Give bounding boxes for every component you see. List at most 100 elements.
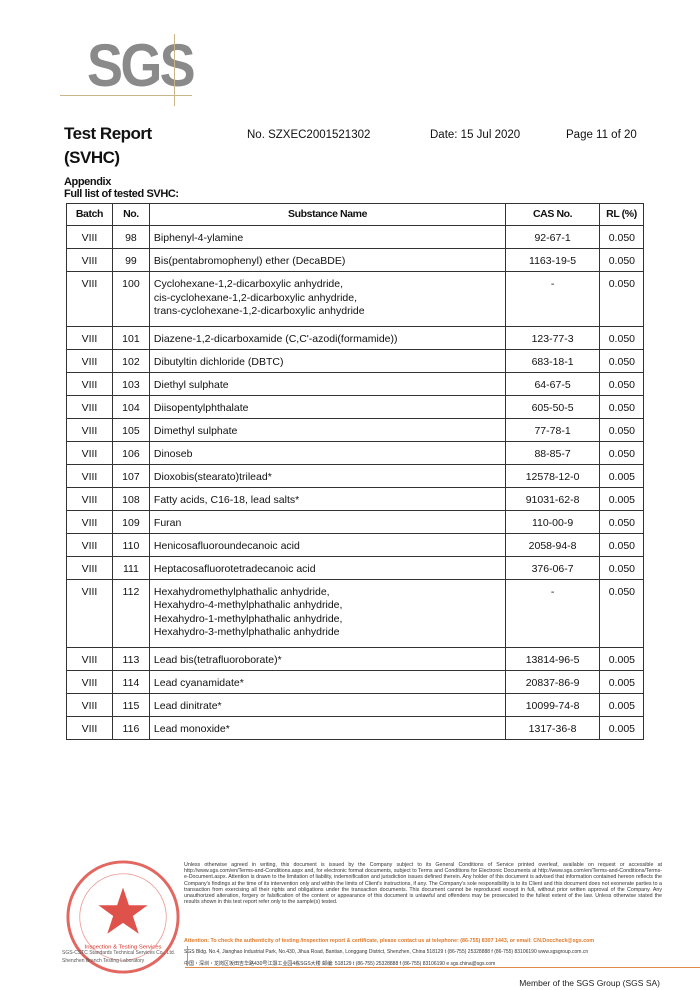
cell-batch: VIII: [66, 463, 113, 488]
table-row: VIII 106 Dinoseb 88-85-7 0.050: [66, 440, 645, 465]
substance-name-line: Lead monoxide*: [153, 722, 230, 735]
substance-name-line: Heptacosafluorotetradecanoic acid: [153, 562, 316, 575]
sgs-logo: SGS: [60, 26, 200, 106]
table-row: VIII 113 Lead bis(tetrafluoroborate)* 13814…: [66, 646, 645, 671]
table-row: VIII 102 Dibutyltin dichloride (DBTC) 683-1…: [66, 348, 645, 373]
cell-cas-no: 91031-62-8: [505, 486, 600, 511]
cell-cas-no: 77-78-1: [505, 417, 600, 442]
table-row: VIII 104 Diisopentylphthalate 605-50-5 0.050: [66, 394, 645, 419]
cell-substance-name: Lead dinitrate*: [148, 692, 507, 717]
col-header-substance: Substance Name: [148, 203, 507, 226]
cell-cas-no: 123-77-3: [505, 325, 600, 350]
address-chinese: 中国・深圳・龙岗区坂田吉华路430号江灏工业园4栋SGS大楼 邮编: 51812…: [184, 961, 496, 967]
company-seal-stamp: Inspection & Testing Services: [66, 860, 180, 974]
cell-batch: VIII: [66, 646, 113, 671]
cell-no: 113: [111, 646, 150, 671]
cell-rl: 0.005: [598, 669, 645, 694]
substance-name-line: Hexahydro-4-methylphathalic anhydride,: [153, 599, 343, 611]
table-row: VIII 103 Diethyl sulphate 64-67-5 0.050: [66, 371, 645, 396]
cell-batch: VIII: [66, 669, 113, 694]
cell-no: 103: [111, 371, 150, 396]
cell-batch: VIII: [66, 394, 113, 419]
cell-batch: VIII: [66, 348, 113, 373]
legal-disclaimer: Unless otherwise agreed in writing, this…: [184, 862, 662, 906]
svhc-table: Batch No. Substance Name CAS No. RL (%) …: [66, 203, 645, 740]
cell-cas-no: 64-67-5: [505, 371, 600, 396]
substance-name-line: Biphenyl-4-ylamine: [153, 232, 244, 244]
cell-rl: 0.050: [598, 440, 645, 465]
substance-name-line: trans-cyclohexane-1,2-dicarboxylic anhyd…: [153, 305, 365, 317]
table-row: VIII 112 Hexahydromethylphathalic anhydrid…: [66, 578, 645, 648]
cell-substance-name: Dinoseb: [148, 440, 507, 465]
table-row: VIII 115 Lead dinitrate* 10099-74-8 0.005: [66, 692, 645, 717]
company-branch-line: Shenzhen Branch Testing Laboratory: [62, 958, 145, 964]
substance-name-line: Diethyl sulphate: [153, 378, 229, 391]
cell-no: 108: [111, 486, 150, 511]
substance-name-line: Lead bis(tetrafluoroborate)*: [153, 653, 282, 666]
table-row: VIII 108 Fatty acids, C16-18, lead salts* 9…: [66, 486, 645, 511]
substance-name-line: Dibutyltin dichloride (DBTC): [153, 355, 284, 368]
table-row: VIII 110 Henicosafluoroundecanoic acid 2058…: [66, 532, 645, 557]
cell-substance-name: Bis(pentabromophenyl) ether (DecaBDE): [148, 248, 507, 272]
cell-rl: 0.050: [598, 371, 645, 396]
cell-cas-no: 2058-94-8: [505, 532, 600, 557]
cell-cas-no: 1163-19-5: [505, 248, 600, 272]
cell-substance-name: Henicosafluoroundecanoic acid: [148, 532, 507, 557]
cell-batch: VIII: [66, 248, 113, 272]
cell-rl: 0.005: [598, 646, 645, 671]
substance-name-line: Dimethyl sulphate: [153, 424, 238, 437]
cell-batch: VIII: [66, 692, 113, 717]
cell-cas-no: 683-18-1: [505, 348, 600, 373]
table-header-row: Batch No. Substance Name CAS No. RL (%): [66, 203, 645, 226]
substance-name-line: Dioxobis(stearato)trilead*: [153, 470, 272, 483]
cell-substance-name: Lead cyanamidate*: [148, 669, 507, 694]
cell-substance-name: Diisopentylphthalate: [148, 394, 507, 419]
sgs-group-membership: Member of the SGS Group (SGS SA): [519, 978, 660, 988]
table-row: VIII 109 Furan 110-00-9 0.050: [66, 509, 645, 534]
cell-cas-no: -: [505, 578, 600, 648]
substance-name-line: Fatty acids, C16-18, lead salts*: [153, 493, 300, 506]
list-heading: Full list of tested SVHC:: [64, 188, 179, 200]
cell-no: 100: [111, 271, 150, 327]
cell-batch: VIII: [66, 509, 113, 534]
cell-no: 107: [111, 463, 150, 488]
col-header-rl: RL (%): [598, 203, 645, 226]
cell-no: 101: [111, 325, 150, 350]
col-header-cas: CAS No.: [505, 203, 600, 226]
substance-name-line: Hexahydro-3-methylphathalic anhydride: [153, 626, 340, 638]
address-english: SGS Bldg. No.4, Jianghao Industrial Park…: [184, 949, 589, 955]
company-name-line: SGS-CSTC Standards Technical Services Co…: [62, 950, 176, 956]
cell-rl: 0.050: [598, 578, 645, 648]
cell-no: 116: [111, 715, 150, 740]
substance-name-line: Furan: [153, 516, 182, 529]
cell-no: 111: [111, 555, 150, 580]
substance-name-line: Diazene-1,2-dicarboxamide (C,C'-azodi(fo…: [153, 332, 398, 345]
substance-name-line: Henicosafluoroundecanoic acid: [153, 539, 300, 552]
cell-rl: 0.005: [598, 463, 645, 488]
cell-no: 99: [111, 248, 150, 272]
cell-batch: VIII: [66, 371, 113, 396]
cell-batch: VIII: [66, 555, 113, 580]
cell-no: 98: [111, 225, 150, 249]
cell-substance-name: Lead monoxide*: [148, 715, 507, 740]
cell-substance-name: Heptacosafluorotetradecanoic acid: [148, 555, 507, 580]
cell-substance-name: Diethyl sulphate: [148, 371, 507, 396]
svg-text:Inspection & Testing Services: Inspection & Testing Services: [85, 944, 162, 950]
cell-rl: 0.050: [598, 248, 645, 272]
table-row: VIII 111 Heptacosafluorotetradecanoic acid…: [66, 555, 645, 580]
cell-substance-name: Hexahydromethylphathalic anhydride, Hexah…: [148, 578, 507, 648]
cell-no: 109: [111, 509, 150, 534]
cell-cas-no: -: [505, 271, 600, 327]
authenticity-notice: Attention: To check the authenticity of …: [184, 938, 595, 944]
col-header-batch: Batch: [66, 203, 113, 226]
table-row: VIII 98 Biphenyl-4-ylamine 92-67-1 0.050: [66, 225, 645, 249]
cell-cas-no: 92-67-1: [505, 225, 600, 249]
cell-rl: 0.005: [598, 715, 645, 740]
cell-rl: 0.050: [598, 348, 645, 373]
cell-cas-no: 1317-36-8: [505, 715, 600, 740]
cell-substance-name: Diazene-1,2-dicarboxamide (C,C'-azodi(fo…: [148, 325, 507, 350]
table-row: VIII 114 Lead cyanamidate* 20837-86-9 0.005: [66, 669, 645, 694]
cell-batch: VIII: [66, 440, 113, 465]
report-title: Test Report: [64, 124, 152, 143]
substance-name-line: Hexahydromethylphathalic anhydride,: [153, 585, 330, 598]
